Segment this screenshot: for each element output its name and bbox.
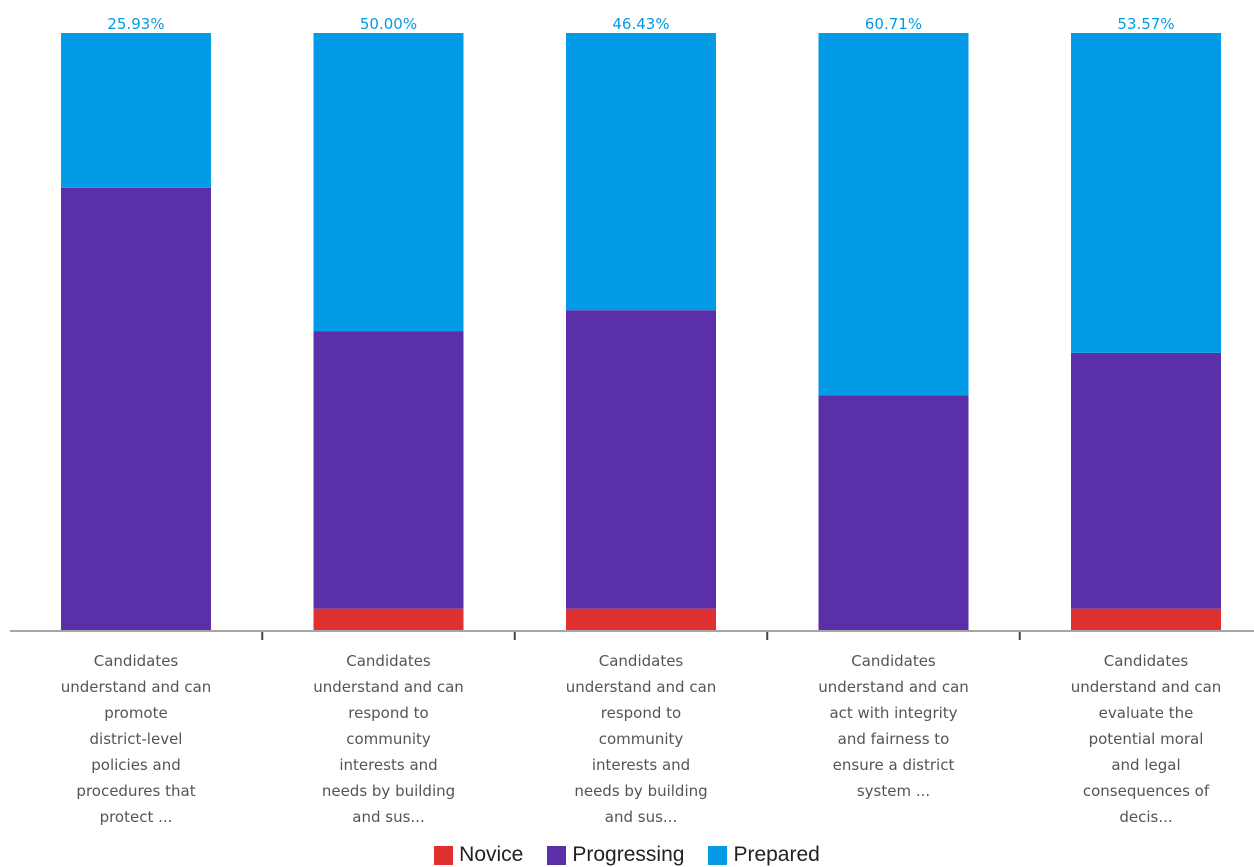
bar-group: 39.29%60.71% — [818, 15, 969, 630]
legend-label-novice: Novice — [459, 843, 524, 866]
bar-segment-prepared[interactable] — [61, 33, 211, 188]
legend-item-progressing[interactable]: Progressing — [547, 843, 684, 867]
x-tick-label: Candidates understand and can respond to… — [313, 652, 464, 826]
legend: Novice Progressing Prepared — [0, 843, 1254, 867]
bar-segment-progressing[interactable] — [818, 395, 969, 630]
bar-group: 3.57%46.43%50.00% — [313, 15, 464, 630]
bar-segment-novice[interactable] — [566, 608, 716, 630]
x-tick-label: Candidates understand and can promote di… — [60, 652, 212, 826]
bar-segment-prepared[interactable] — [1071, 33, 1221, 353]
data-label-prepared: 25.93% — [107, 15, 164, 33]
bar-segment-progressing[interactable] — [313, 331, 464, 609]
legend-swatch-novice — [434, 845, 454, 865]
legend-swatch-prepared — [708, 845, 728, 865]
legend-item-novice[interactable]: Novice — [434, 843, 523, 867]
data-label-prepared: 53.57% — [1117, 15, 1174, 33]
x-tick-label: Candidates understand and can evaluate t… — [1070, 652, 1222, 826]
bar-segment-prepared[interactable] — [818, 33, 969, 396]
bar-segment-progressing[interactable] — [566, 310, 716, 609]
bar-segment-prepared[interactable] — [313, 33, 464, 332]
bar-group: 74.07%25.93% — [61, 15, 211, 630]
x-tick-label: Candidates understand and can act with i… — [818, 652, 969, 800]
legend-label-progressing: Progressing — [572, 843, 685, 866]
bar-group: 3.57%42.86%53.57% — [1071, 15, 1221, 630]
bar-segment-prepared[interactable] — [566, 33, 716, 311]
data-label-prepared: 50.00% — [360, 15, 417, 33]
legend-swatch-progressing — [547, 845, 567, 865]
data-label-prepared: 46.43% — [612, 15, 669, 33]
bar-segment-novice[interactable] — [313, 608, 464, 630]
data-label-prepared: 60.71% — [865, 15, 922, 33]
legend-label-prepared: Prepared — [733, 843, 820, 866]
bar-segment-novice[interactable] — [1071, 608, 1221, 630]
bar-segment-progressing[interactable] — [61, 187, 211, 630]
legend-item-prepared[interactable]: Prepared — [708, 843, 820, 867]
bar-segment-progressing[interactable] — [1071, 352, 1221, 609]
x-tick-label: Candidates understand and can respond to… — [565, 652, 717, 826]
bar-group: 3.57%50.00%46.43% — [566, 15, 716, 630]
stacked-bar-chart: 74.07%25.93% 3.57%46.43%50.00% 3.57%50.00%… — [10, 15, 1254, 640]
